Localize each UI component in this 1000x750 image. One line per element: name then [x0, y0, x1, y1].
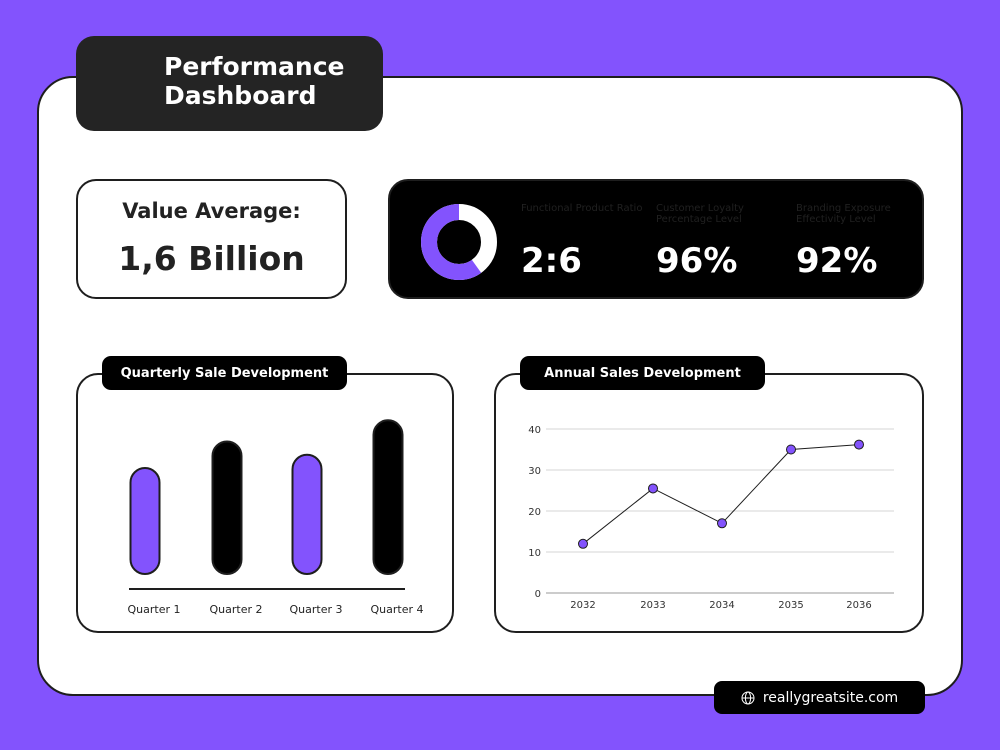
kpi-customer-loyalty: Customer Loyalty Percentage Level 96%	[656, 203, 786, 281]
series-line	[582, 444, 860, 545]
donut-chart	[421, 204, 497, 280]
y-tick-label: 30	[528, 466, 541, 477]
website-link[interactable]: reallygreatsite.com	[714, 681, 925, 714]
bar-3	[291, 453, 323, 575]
quarterly-chart-panel: Quarter 1 Quarter 2 Quarter 3 Quarter 4	[76, 373, 454, 633]
value-average-value: 1,6 Billion	[118, 239, 305, 278]
kpi-branding-exposure: Branding Exposure Effectivity Level 92%	[796, 203, 926, 281]
bar-category-label: Quarter 3	[290, 603, 343, 616]
kpi-value: 92%	[796, 241, 878, 281]
quarterly-chart-title: Quarterly Sale Development	[102, 356, 347, 390]
annual-chart-title: Annual Sales Development	[520, 356, 765, 390]
x-tick-label: 2034	[709, 600, 734, 611]
bar-2	[211, 440, 243, 575]
kpi-label: Functional Product Ratio	[521, 203, 643, 214]
bar-4	[372, 419, 404, 575]
x-tick-label: 2035	[778, 600, 803, 611]
data-point	[717, 518, 727, 529]
annual-chart-panel: 0 10 20 30 40 2032 2033 2034 2035 2036	[494, 373, 924, 633]
data-point	[786, 444, 796, 455]
kpi-value: 2:6	[521, 241, 582, 281]
annual-line-chart: 0 10 20 30 40 2032 2033 2034 2035 2036	[528, 425, 894, 611]
globe-icon	[741, 691, 755, 704]
x-tick-label: 2036	[846, 600, 871, 611]
quarterly-bar-chart: Quarter 1 Quarter 2 Quarter 3 Quarter 4	[128, 419, 424, 616]
data-point	[648, 483, 658, 494]
x-tick-label: 2033	[640, 600, 665, 611]
data-point	[854, 439, 864, 450]
kpi-label: Branding Exposure Effectivity Level	[796, 203, 891, 225]
y-tick-label: 10	[528, 548, 541, 559]
kpi-label: Customer Loyalty Percentage Level	[656, 203, 744, 225]
value-average-card: Value Average: 1,6 Billion	[76, 179, 347, 299]
kpi-card: Functional Product Ratio 2:6 Customer Lo…	[388, 179, 924, 299]
y-tick-label: 0	[535, 589, 541, 600]
bar-1	[129, 467, 161, 575]
bar-category-label: Quarter 1	[128, 603, 181, 616]
website-url: reallygreatsite.com	[762, 689, 899, 706]
x-tick-label: 2032	[570, 600, 595, 611]
y-tick-label: 40	[528, 425, 541, 436]
title-tab: Performance Dashboard	[76, 36, 383, 131]
bar-category-label: Quarter 2	[210, 603, 263, 616]
value-average-label: Value Average:	[122, 199, 301, 223]
y-tick-label: 20	[528, 507, 541, 518]
kpi-product-ratio: Functional Product Ratio 2:6	[521, 203, 651, 281]
data-point	[578, 538, 588, 549]
donut-accent-segment	[421, 204, 497, 280]
bar-category-label: Quarter 4	[371, 603, 424, 616]
kpi-value: 96%	[656, 241, 738, 281]
page-title: Performance Dashboard	[164, 52, 345, 110]
